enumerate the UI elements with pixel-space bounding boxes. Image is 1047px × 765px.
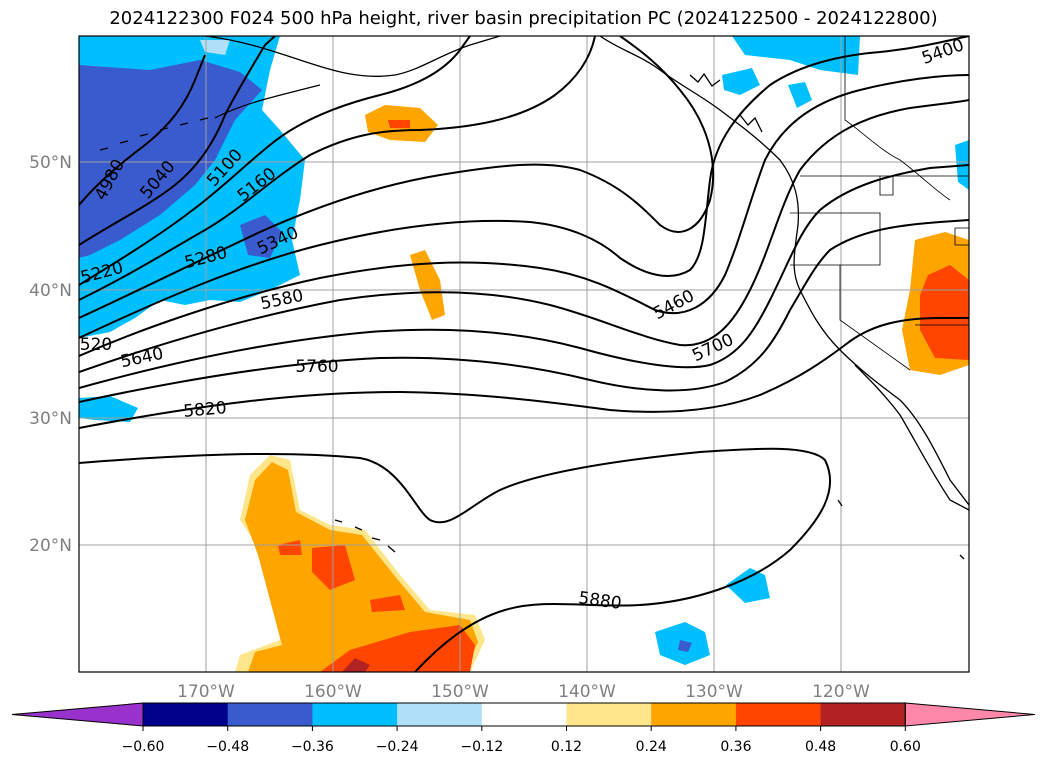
positive-anomaly-south-darkred [342,658,370,672]
negative-anomaly-blob [240,215,282,258]
positive-anomaly-east-core [920,265,969,360]
height-contours [79,36,969,672]
lat-label: 40°N [29,281,72,301]
lon-label: 140°W [558,682,616,702]
colorbar-swatch [143,703,229,726]
positive-anomaly-north-core [388,120,410,128]
latitude-labels: 50°N 40°N 30°N 20°N [29,153,72,556]
colorbar-swatch [735,703,822,726]
contour-label: 5760 [295,357,338,377]
graticule [79,36,969,672]
colorbar-tick-label: 0.24 [636,739,667,755]
lon-label: 130°W [685,682,743,702]
borders [790,36,969,371]
lat-label: 50°N [29,153,72,173]
lon-label: 170°W [177,682,235,702]
lat-label: 20°N [29,536,72,556]
colorbar: −0.60 −0.48 −0.36 −0.24 −0.12 0.12 0.24 0.36 0.4… [11,702,1036,755]
colorbar-extend-low [11,702,144,727]
negative-anomaly-s1 [726,568,770,603]
contour-label: 520 [80,335,112,355]
colorbar-tick-label: −0.48 [206,739,249,755]
positive-anomaly-south-red2 [278,540,302,555]
longitude-labels: 170°W 160°W 150°W 140°W 130°W 120°W [177,682,870,702]
colorbar-swatch [820,703,906,726]
colorbar-tick-label: −0.12 [460,739,503,755]
map-frame [78,35,970,673]
positive-anomaly-south-orange [245,462,478,672]
map-title: 2024122300 F024 500 hPa height, river ba… [109,8,938,29]
colorbar-tick-label: −0.24 [376,739,419,755]
colorbar-tick-label: −0.60 [122,739,165,755]
lon-label: 150°W [431,682,489,702]
lon-label: 120°W [812,682,870,702]
negative-anomaly-s2-core [678,640,692,652]
negative-anomaly-ne3 [788,82,812,108]
colorbar-tick-label: 0.60 [890,739,921,755]
positive-anomaly-south-red3 [370,595,405,612]
colorbar-extend-high [904,702,1036,727]
lat-label: 30°N [29,409,72,429]
colorbar-frame [142,702,906,727]
colorbar-swatch [566,703,652,726]
negative-anomaly-sw [79,396,138,422]
coastlines [99,36,969,560]
colorbar-swatch [651,703,737,726]
negative-anomaly-core [79,60,262,258]
contour-label: 5820 [183,398,228,422]
negative-anomaly-ne2 [722,68,760,95]
negative-anomaly-ne [732,36,860,75]
colorbar-tick-label: 0.36 [720,739,751,755]
colorbar-tick-label: −0.36 [291,739,334,755]
lon-label: 160°W [304,682,362,702]
colorbar-swatch [227,703,313,726]
colorbar-swatch [312,703,398,726]
negative-anomaly-light [200,40,230,55]
positive-anomaly-mid [410,250,445,320]
colorbar-tick-label: 0.12 [551,739,582,755]
colorbar-swatch [397,703,483,726]
colorbar-swatch [481,703,567,726]
colorbar-tick-label: 0.48 [805,739,836,755]
map-area [79,36,969,672]
